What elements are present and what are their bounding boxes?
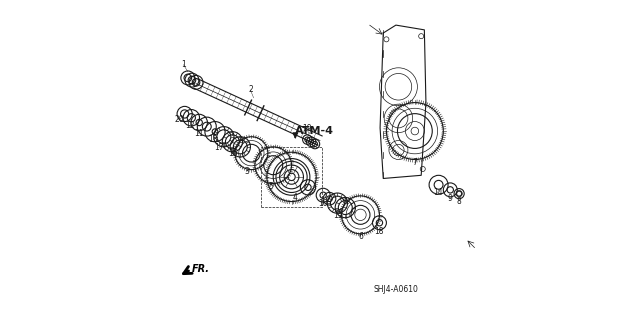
Text: 18: 18 xyxy=(374,227,384,236)
Text: 11: 11 xyxy=(194,129,204,138)
Text: 20: 20 xyxy=(174,115,184,124)
Text: 13: 13 xyxy=(208,135,218,145)
Text: 8: 8 xyxy=(457,197,461,206)
Text: 5: 5 xyxy=(268,182,273,190)
Text: SHJ4-A0610: SHJ4-A0610 xyxy=(374,285,419,294)
Text: 17: 17 xyxy=(214,143,223,152)
Text: 10: 10 xyxy=(318,199,328,208)
Text: ATM-4: ATM-4 xyxy=(294,126,333,137)
Text: FR.: FR. xyxy=(192,264,211,274)
Text: 12: 12 xyxy=(185,122,195,130)
Text: 19: 19 xyxy=(302,124,312,133)
Text: 1: 1 xyxy=(181,60,186,69)
Bar xyxy=(262,147,321,207)
Text: 4: 4 xyxy=(292,193,297,202)
Text: 6: 6 xyxy=(358,232,363,241)
Text: 9: 9 xyxy=(448,194,452,203)
Text: 7: 7 xyxy=(412,158,417,167)
Text: 2: 2 xyxy=(248,85,253,94)
Text: 16: 16 xyxy=(228,149,238,158)
Text: 3: 3 xyxy=(244,167,249,176)
Text: 14: 14 xyxy=(433,188,442,197)
Text: 15: 15 xyxy=(333,211,343,220)
